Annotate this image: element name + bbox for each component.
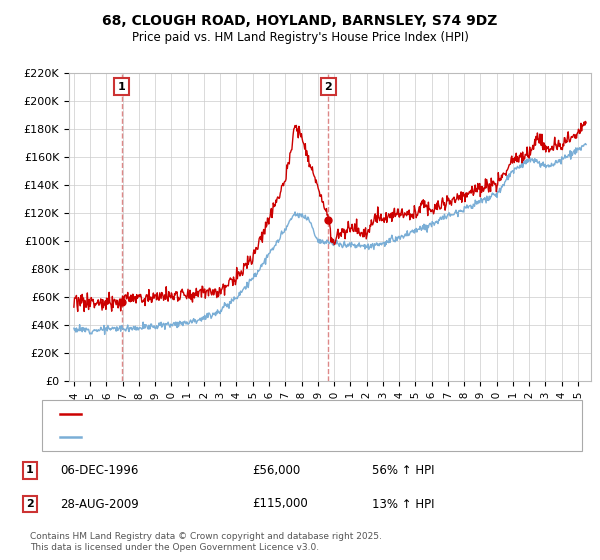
Text: Price paid vs. HM Land Registry's House Price Index (HPI): Price paid vs. HM Land Registry's House … <box>131 31 469 44</box>
Text: Contains HM Land Registry data © Crown copyright and database right 2025.
This d: Contains HM Land Registry data © Crown c… <box>30 532 382 552</box>
Text: 56% ↑ HPI: 56% ↑ HPI <box>372 464 434 477</box>
Text: £56,000: £56,000 <box>252 464 300 477</box>
Text: 2: 2 <box>325 82 332 92</box>
Text: HPI: Average price, semi-detached house, Barnsley: HPI: Average price, semi-detached house,… <box>84 432 351 442</box>
Text: 68, CLOUGH ROAD, HOYLAND, BARNSLEY, S74 9DZ: 68, CLOUGH ROAD, HOYLAND, BARNSLEY, S74 … <box>103 14 497 28</box>
Text: 2: 2 <box>26 499 34 509</box>
Text: £115,000: £115,000 <box>252 497 308 511</box>
Text: 1: 1 <box>26 465 34 475</box>
Text: 68, CLOUGH ROAD, HOYLAND, BARNSLEY, S74 9DZ (semi-detached house): 68, CLOUGH ROAD, HOYLAND, BARNSLEY, S74 … <box>84 409 475 419</box>
Text: 06-DEC-1996: 06-DEC-1996 <box>60 464 139 477</box>
Text: 13% ↑ HPI: 13% ↑ HPI <box>372 497 434 511</box>
Text: 28-AUG-2009: 28-AUG-2009 <box>60 497 139 511</box>
Text: 1: 1 <box>118 82 125 92</box>
